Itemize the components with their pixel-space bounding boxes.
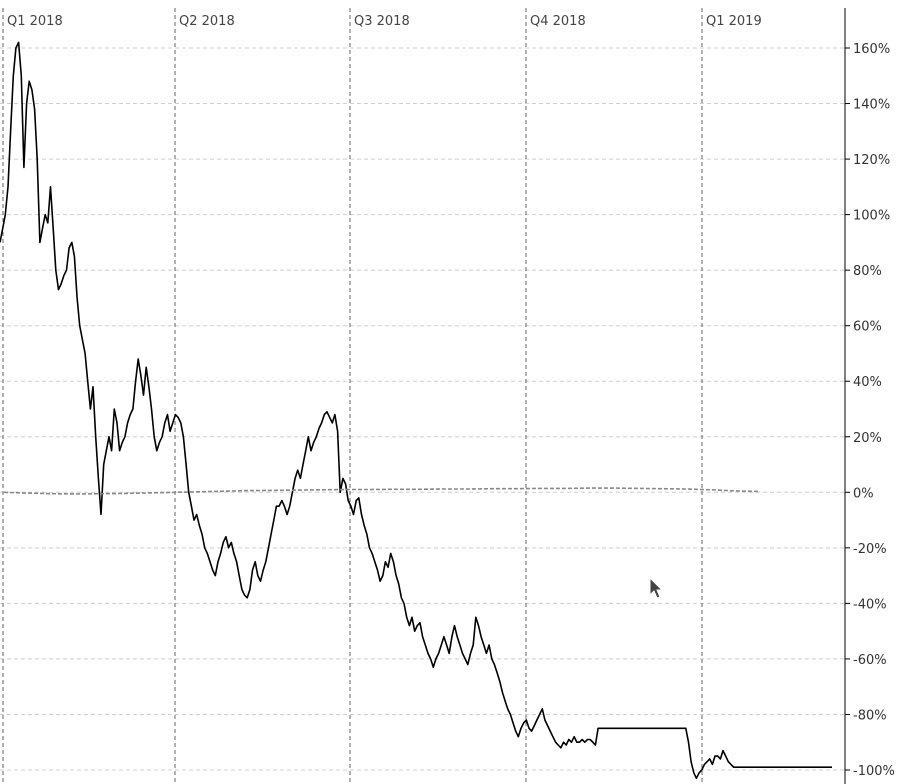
- y-tick-label: -40%: [853, 597, 887, 612]
- y-tick-label: 160%: [853, 42, 890, 57]
- y-tick-label: 60%: [853, 320, 882, 335]
- y-tick-label: 100%: [853, 209, 890, 224]
- quarter-label: Q1 2019: [706, 14, 762, 29]
- quarter-labels: Q1 2018 Q2 2018 Q3 2018 Q4 2018 Q1 2019: [7, 14, 762, 29]
- quarter-label: Q3 2018: [354, 14, 410, 29]
- y-axis-ticks: 160% 140% 120% 100% 80% 60% 40% 20% 0% -20% -40% -6…: [845, 42, 895, 779]
- y-tick-label: 0%: [853, 486, 874, 501]
- y-tick-label: 80%: [853, 264, 882, 279]
- quarter-label: Q4 2018: [530, 14, 586, 29]
- y-tick-label: 40%: [853, 375, 882, 390]
- horizontal-gridlines: [0, 47, 845, 771]
- y-tick-label: -80%: [853, 708, 887, 723]
- pointer-arrow-icon: [649, 576, 664, 599]
- quarter-label: Q1 2018: [7, 14, 63, 29]
- y-tick-label: -100%: [853, 764, 895, 779]
- y-tick-label: 120%: [853, 153, 890, 168]
- y-tick-label: 20%: [853, 431, 882, 446]
- price-series-line: [0, 41, 832, 780]
- series-layer: [0, 41, 832, 780]
- y-tick-label: 140%: [853, 98, 890, 113]
- quarter-gridlines: [2, 8, 703, 784]
- quarter-label: Q2 2018: [179, 14, 235, 29]
- y-tick-label: -60%: [853, 653, 887, 668]
- benchmark-series-line: [3, 487, 761, 495]
- y-tick-label: -20%: [853, 542, 887, 557]
